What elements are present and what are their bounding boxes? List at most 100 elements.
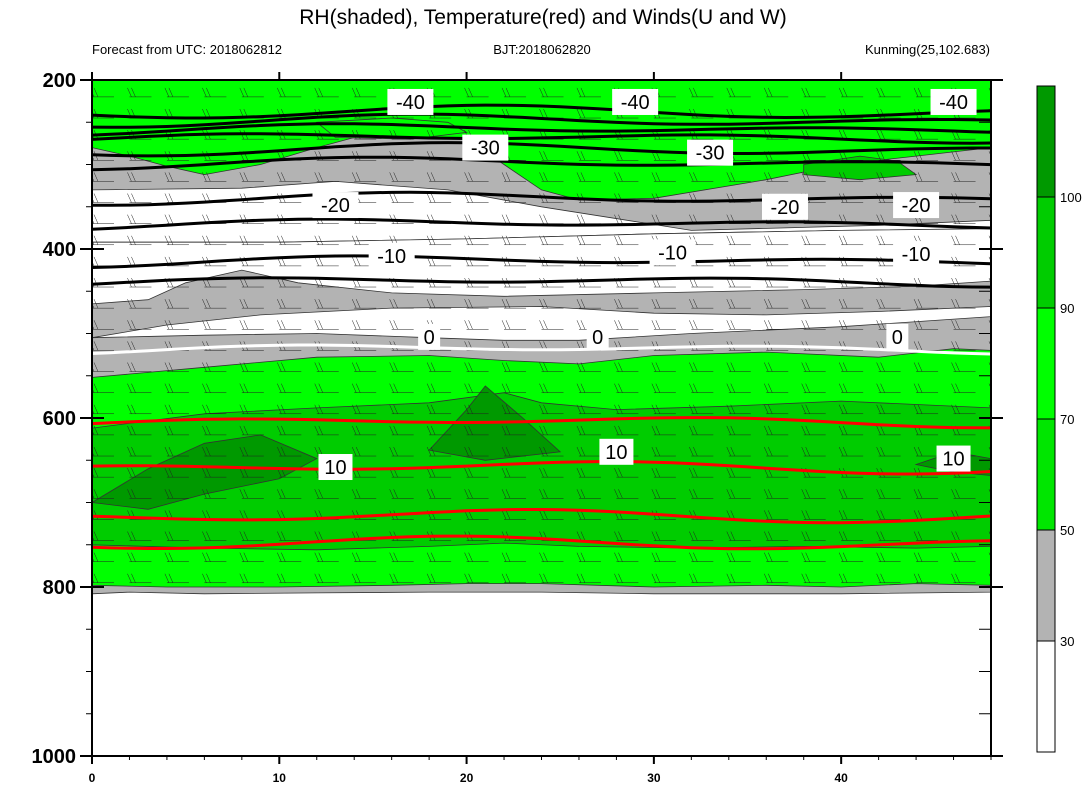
wind-barb-flag xyxy=(838,299,844,309)
wind-barb-flag xyxy=(206,552,211,562)
wind-barb-flag xyxy=(580,383,586,393)
colorbar-label: 100 xyxy=(1060,190,1082,205)
wind-barb-flag xyxy=(239,468,245,478)
contour-label-text: 10 xyxy=(605,442,627,464)
wind-barb-flag xyxy=(693,299,698,309)
wind-barb-flag xyxy=(92,556,95,562)
wind-barb-flag xyxy=(726,320,732,330)
wind-barb-flag xyxy=(389,489,394,499)
wind-barb-flag xyxy=(842,151,848,161)
wind-barb-flag xyxy=(318,256,323,267)
wind-barb-flag xyxy=(351,404,357,414)
wind-barb-flag xyxy=(805,531,810,541)
wind-barb-flag xyxy=(764,552,769,562)
wind-barb-flag xyxy=(426,468,432,478)
wind-barb-flag xyxy=(426,489,432,499)
wind-barb-flag xyxy=(730,573,736,583)
wind-barb-flag xyxy=(764,320,769,330)
contour-label-text: -20 xyxy=(771,197,800,219)
wind-barb-flag xyxy=(539,404,544,414)
wind-barb-flag xyxy=(951,341,956,351)
wind-barb-flag xyxy=(988,446,991,453)
wind-barb-flag xyxy=(539,87,544,98)
wind-barb-flag xyxy=(393,193,398,203)
wind-barb-flag xyxy=(464,446,469,457)
wind-barb-flag xyxy=(689,172,694,182)
wind-barb-flag xyxy=(127,341,132,351)
wind-barb-flag xyxy=(164,193,170,203)
wind-barb-flag xyxy=(801,320,806,330)
wind-barb-flag xyxy=(764,87,769,98)
wind-barb-flag xyxy=(202,87,207,98)
wind-barb-flag xyxy=(917,531,923,541)
wind-barb-flag xyxy=(801,425,806,436)
wind-barb-flag xyxy=(389,193,394,203)
wind-barb-flag xyxy=(655,531,661,541)
wind-barb-flag xyxy=(539,214,544,224)
wind-barb-flag xyxy=(768,573,773,583)
wind-barb-flag xyxy=(243,383,249,393)
wind-barb-flag xyxy=(389,446,394,457)
contour-label: -10 xyxy=(893,241,940,268)
wind-barb-flag xyxy=(426,383,432,393)
wind-barb-flag xyxy=(93,299,99,309)
wind-barb-flag xyxy=(838,172,844,182)
wind-barb-flag xyxy=(576,552,582,562)
wind-barb-flag xyxy=(693,87,698,98)
wind-barb-flag xyxy=(618,235,623,245)
wind-barb-flag xyxy=(988,256,991,263)
wind-barb-flag xyxy=(913,510,919,520)
wind-barb-flag xyxy=(955,383,960,393)
wind-barb-flag xyxy=(805,489,810,499)
wind-barb-flag xyxy=(468,87,473,98)
wind-barb-flag xyxy=(389,404,394,414)
wind-barb-flag xyxy=(430,468,436,478)
contour-label-text: -10 xyxy=(658,242,687,264)
wind-barb-flag xyxy=(164,214,170,224)
wind-barb-flag xyxy=(876,214,881,224)
wind-barb-flag xyxy=(576,404,582,414)
wind-barb-flag xyxy=(730,489,736,499)
wind-barb-flag xyxy=(730,404,736,414)
wind-barb-flag xyxy=(988,510,991,516)
wind-barb-flag xyxy=(913,320,919,330)
wind-barb-flag xyxy=(501,172,507,182)
wind-barb-flag xyxy=(277,299,282,309)
wind-barb-flag xyxy=(243,489,249,499)
contour-label-text: -40 xyxy=(621,92,650,114)
wind-barb-flag xyxy=(318,87,323,98)
wind-barb-flag xyxy=(168,383,174,393)
wind-barb-flag xyxy=(838,320,844,330)
wind-barb-flag xyxy=(314,87,319,98)
contour-line-10 xyxy=(92,460,991,476)
wind-barb-flag xyxy=(539,383,544,393)
wind-barb-flag xyxy=(955,341,960,351)
wind-barb-flag xyxy=(539,320,544,330)
wind-barb-flag xyxy=(655,404,661,414)
wind-barb-flag xyxy=(993,320,997,329)
wind-barb-flag xyxy=(393,383,398,393)
wind-barb-flag xyxy=(801,552,806,562)
wind-barb-flag xyxy=(993,510,997,519)
wind-barb-flag xyxy=(913,362,919,372)
wind-barb-flag xyxy=(164,320,170,330)
wind-barb-flag xyxy=(93,193,99,203)
wind-barb-flag xyxy=(689,531,694,541)
wind-barb-flag xyxy=(131,404,136,414)
wind-barb-flag xyxy=(131,383,136,393)
wind-barb-flag xyxy=(842,362,848,372)
wind-barb-flag xyxy=(239,510,245,520)
wind-barb-flag xyxy=(539,151,544,161)
wind-barb-flag xyxy=(730,446,736,457)
wind-barb-flag xyxy=(993,405,997,414)
wind-barb-flag xyxy=(693,468,698,478)
wind-barb-flag xyxy=(464,87,469,98)
wind-barb-flag xyxy=(580,299,586,309)
wind-barb-flag xyxy=(127,172,132,182)
wind-barb-flag xyxy=(951,573,956,583)
wind-barb-flag xyxy=(726,383,732,393)
wind-barb-flag xyxy=(430,299,436,309)
wind-barb-flag xyxy=(801,87,806,98)
wind-barb-flag xyxy=(127,235,132,245)
wind-barb-flag xyxy=(202,531,207,541)
